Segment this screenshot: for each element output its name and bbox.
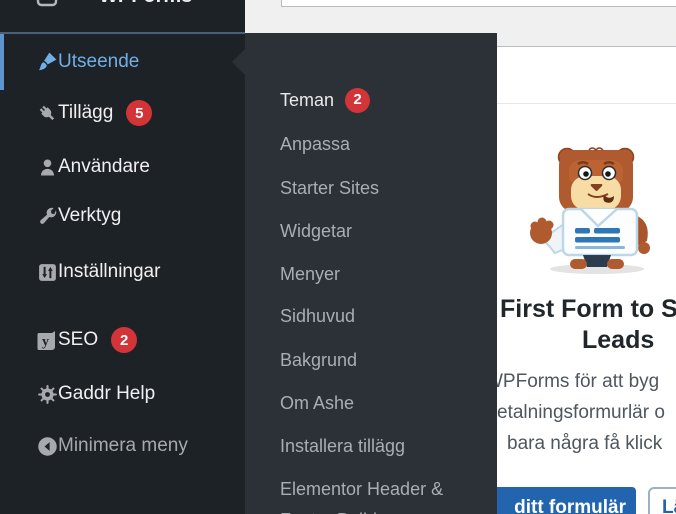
sidebar-item-label: Tillägg [58,102,114,123]
notice-box [281,0,676,7]
welcome-body-line2: etalningsformurlär o [497,402,665,423]
sidebar-item-label: WPForms [99,0,192,8]
appearance-brush-icon [36,51,58,73]
settings-sliders-icon [36,261,58,283]
sidebar-item-label: Inställningar [58,261,161,282]
appearance-flyout-submenu: Teman 2 Anpassa Starter Sites Widgetar M… [232,33,497,514]
sidebar-item-installningar[interactable]: Inställningar [0,250,245,294]
submenu-item-teman[interactable]: Teman 2 [280,87,371,113]
sidebar-item-label: Verktyg [58,205,122,226]
sidebar-item-wpforms[interactable]: WPForms [0,0,245,18]
yoast-seo-icon: y [36,329,58,351]
submenu-item-bakgrund[interactable]: Bakgrund [280,350,358,370]
sidebar-item-label: Utseende [58,51,140,72]
sidebar-item-verktyg[interactable]: Verktyg [0,194,245,238]
sidebar-item-label: SEO [58,329,99,350]
active-item-accent [0,34,4,90]
sidebar-item-utseende[interactable]: Utseende [0,40,245,84]
gear-icon [36,383,58,405]
submenu-item-widgetar[interactable]: Widgetar [280,221,353,241]
sidebar-item-anvandare[interactable]: Användare [0,145,245,189]
seo-notification-badge: 2 [111,327,138,353]
submenu-item-anpassa[interactable]: Anpassa [280,134,351,154]
submenu-item-om-ashe[interactable]: Om Ashe [280,393,355,413]
submenu-item-installera-tillagg[interactable]: Installera tillägg [280,436,406,456]
create-form-button[interactable]: ditt formulär [473,487,636,514]
update-count-badge: 5 [126,100,153,126]
sidebar-item-label: Minimera meny [58,435,188,456]
submenu-arrow [232,49,245,75]
sidebar-item-collapse-menu[interactable]: Minimera meny [0,424,245,468]
sidebar-item-seo[interactable]: y SEO 2 [0,318,245,362]
plugin-icon [36,102,58,124]
submenu-item-menyer[interactable]: Menyer [280,264,341,284]
welcome-heading-line1: First Form to St [500,295,676,323]
users-icon [36,156,58,178]
themes-update-badge: 2 [345,87,371,113]
sidebar-separator [0,32,245,34]
sidebar-item-label: Gaddr Help [58,383,156,404]
tools-wrench-icon [36,205,58,227]
sidebar-item-label: Användare [58,156,150,177]
submenu-item-starter-sites[interactable]: Starter Sites [280,178,380,198]
svg-text:y: y [42,335,49,350]
sidebar-item-tillagg[interactable]: Tillägg 5 [0,91,245,135]
wpforms-bear-mascot-image [530,147,650,274]
submenu-item-sidhuvud[interactable]: Sidhuvud [280,306,356,326]
welcome-heading-line2: Leads [582,326,655,354]
collapse-arrow-icon [36,435,58,457]
learn-more-button[interactable]: Lä [648,487,676,514]
submenu-item-label: Teman [280,90,335,110]
admin-sidebar: WPForms Utseende Tillägg 5 [0,0,245,514]
submenu-item-elementor-header-footer[interactable]: Elementor Header & Footer Builder [280,479,444,514]
wpforms-icon [36,0,58,7]
welcome-body-line3: bara några få klick [507,433,663,454]
sidebar-item-gaddr-help[interactable]: Gaddr Help [0,372,245,416]
welcome-body-line1: WPForms för att byg [485,371,660,392]
